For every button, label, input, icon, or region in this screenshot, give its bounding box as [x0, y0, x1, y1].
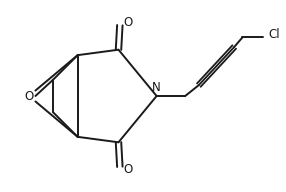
- Text: N: N: [152, 81, 161, 94]
- Text: O: O: [123, 163, 133, 176]
- Text: O: O: [123, 16, 133, 29]
- Text: Cl: Cl: [268, 28, 279, 41]
- Text: O: O: [24, 89, 33, 103]
